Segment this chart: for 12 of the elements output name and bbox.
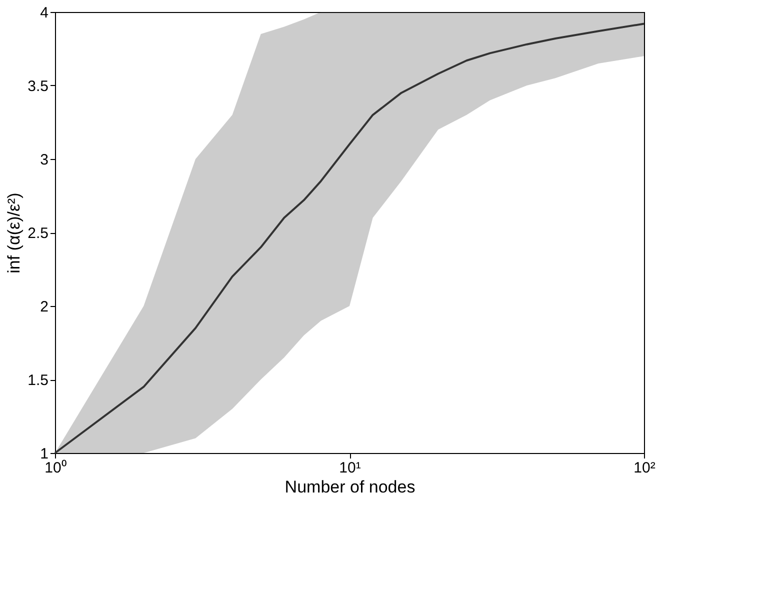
y-tick-label: 1.5	[28, 372, 48, 389]
y-tick-label: 2	[40, 298, 48, 316]
y-tick-label: 2.5	[28, 225, 48, 242]
y-tick-label: 1	[40, 446, 48, 462]
x-tick-label: 10¹	[339, 460, 361, 476]
y-tick-label: 3.5	[28, 78, 48, 95]
x-axis-title: Number of nodes	[284, 478, 416, 496]
y-tick-label: 3	[40, 152, 48, 168]
y-axis-title: inf (α(ε)/ε²)	[4, 192, 24, 274]
y-tick-label: 4	[40, 4, 48, 22]
x-tick-label: 10⁰	[44, 460, 66, 476]
x-tick-label: 10²	[634, 460, 656, 476]
